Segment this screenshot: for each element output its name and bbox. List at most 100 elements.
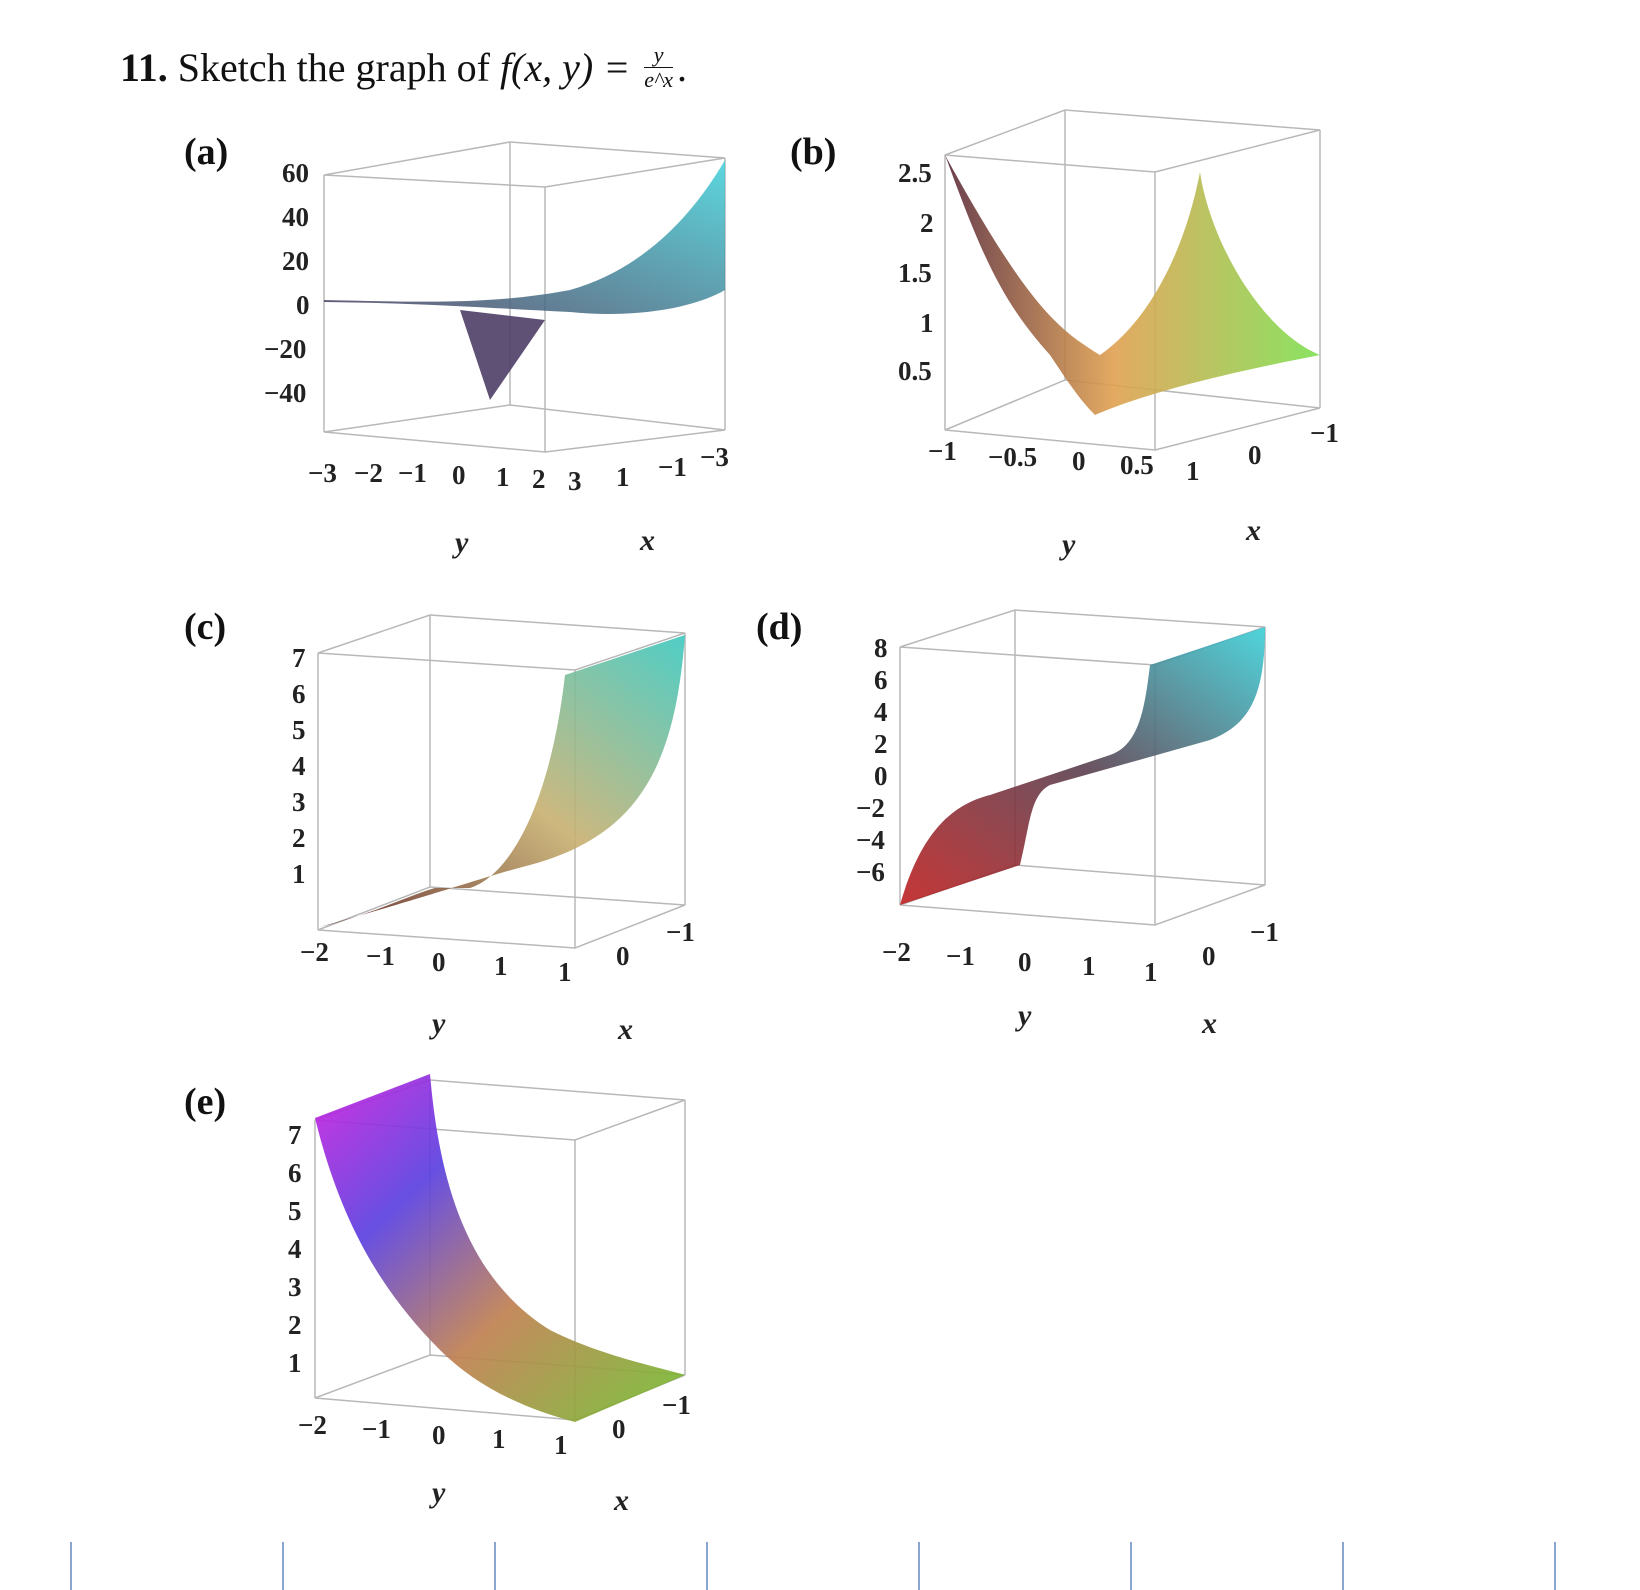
surface-plot-b: 2.5 2 1.5 1 0.5 −1 −0.5 0 0.5 1 0 −1 y x: [898, 109, 1339, 561]
panel-e[interactable]: (e) 7 6 5 4 3 2 1 −2 −1 0: [170, 1074, 770, 1520]
z-tick: −40: [264, 378, 306, 408]
panel-b[interactable]: (b) 2.5 2 1.5 1 0.5 −1 −0.5 0 0.5 1: [790, 109, 1390, 570]
x-tick: 1: [616, 462, 630, 492]
y-tick: 3: [568, 466, 582, 496]
y-tick: 0: [1018, 947, 1032, 977]
y-tick: 0.5: [1120, 450, 1154, 480]
z-tick: 4: [288, 1234, 302, 1264]
fraction: y e^x: [644, 43, 674, 93]
y-tick: 1: [558, 957, 572, 987]
x-tick: 0: [616, 941, 630, 971]
z-tick: −2: [856, 793, 885, 823]
x-axis-label: x: [1201, 1007, 1217, 1040]
x-tick: −1: [666, 917, 695, 947]
surface-b: [945, 155, 1320, 415]
y-tick: 1: [494, 951, 508, 981]
question-period: .: [677, 45, 688, 90]
z-tick: 40: [282, 202, 309, 232]
x-tick: −3: [700, 442, 729, 472]
x-tick: −1: [1250, 917, 1279, 947]
z-axis-ticks: 7 6 5 4 3 2 1: [292, 643, 306, 889]
guide-marker: [918, 1542, 920, 1590]
z-tick: 2: [874, 729, 888, 759]
guide-marker: [494, 1542, 496, 1590]
y-axis-label: y: [1015, 999, 1032, 1032]
x-axis-ticks: 0 −1: [1202, 917, 1279, 971]
question-text: Sketch the graph of: [177, 45, 490, 90]
guide-marker: [282, 1542, 284, 1590]
bounding-box: [323, 141, 726, 453]
surface-plot-a: 60 40 20 0 −20 −40 −3 −2 −1 0 1 2 3 1 −1…: [264, 141, 729, 559]
z-tick: 0.5: [898, 356, 932, 386]
z-tick: 0: [874, 761, 888, 791]
z-tick: 6: [292, 679, 306, 709]
y-axis-ticks: −2 −1 0 1 1: [882, 937, 1158, 987]
x-tick: 0: [1202, 941, 1216, 971]
panel-a[interactable]: (a) 60 40 20 0 −20 −40 −3 −2 −1 0: [170, 130, 770, 570]
y-tick: −1: [366, 941, 395, 971]
y-tick: −2: [354, 458, 383, 488]
z-tick: −6: [856, 857, 885, 887]
z-tick: 6: [288, 1158, 302, 1188]
y-tick: 1: [1186, 456, 1200, 486]
z-tick: −4: [856, 825, 885, 855]
surface-a-dip: [460, 310, 545, 400]
question-heading: 11. Sketch the graph of f(x, y) = y e^x …: [120, 43, 688, 96]
y-tick: 1: [496, 462, 510, 492]
surface-plot-c: 7 6 5 4 3 2 1 −2 −1 0 1 1 0 −1 y x: [292, 614, 695, 1046]
y-axis-ticks: −3 −2 −1 0 1 2 3: [308, 458, 582, 496]
panel-d[interactable]: (d) 8 6 4 2 0 −2 −4 −6 −2 −1: [750, 605, 1350, 1045]
y-tick: −1: [362, 1414, 391, 1444]
y-tick: −1: [946, 941, 975, 971]
y-tick: 1: [1082, 951, 1096, 981]
z-tick: 3: [292, 787, 306, 817]
y-tick: 0: [432, 947, 446, 977]
panel-label: (a): [184, 131, 229, 173]
y-tick: 1: [554, 1430, 568, 1460]
y-axis-ticks: −2 −1 0 1 1: [298, 1410, 568, 1460]
y-tick: −2: [300, 937, 329, 967]
z-tick: 2: [920, 208, 934, 238]
panel-label: (d): [756, 606, 803, 648]
fraction-denominator: e^x: [644, 67, 674, 93]
guide-marker: [1342, 1542, 1344, 1590]
z-tick: 1: [920, 308, 934, 338]
y-axis-label: y: [429, 1007, 446, 1040]
y-axis-ticks: −2 −1 0 1 1: [300, 937, 572, 987]
y-axis-label: y: [429, 1476, 446, 1509]
surface-d: [900, 627, 1265, 905]
z-tick: 4: [874, 697, 888, 727]
z-axis-ticks: 8 6 4 2 0 −2 −4 −6: [856, 633, 888, 887]
z-tick: 1: [292, 859, 306, 889]
z-tick: 2: [288, 1310, 302, 1340]
y-tick: −1: [398, 458, 427, 488]
panel-label: (c): [184, 606, 227, 648]
z-axis-ticks: 60 40 20 0 −20 −40: [264, 158, 310, 408]
fraction-numerator: y: [644, 43, 674, 69]
y-tick: 2: [532, 464, 546, 494]
z-tick: 2.5: [898, 158, 932, 188]
z-tick: 4: [292, 751, 306, 781]
z-tick: 1.5: [898, 258, 932, 288]
y-tick: 0: [1072, 446, 1086, 476]
x-axis-ticks: 0 −1: [1248, 418, 1339, 470]
guide-marker: [706, 1542, 708, 1590]
panel-label: (e): [184, 1081, 227, 1123]
panel-c[interactable]: (c) 7 6 5 4 3 2 1 −2 −1 0 1: [170, 605, 770, 1046]
y-axis-label: y: [1059, 528, 1076, 561]
y-tick: −2: [882, 937, 911, 967]
y-tick: 0: [452, 460, 466, 490]
z-tick: 5: [288, 1196, 302, 1226]
z-tick: 1: [288, 1348, 302, 1378]
z-tick: 8: [874, 633, 888, 663]
z-tick: 20: [282, 246, 309, 276]
x-axis-label: x: [1245, 514, 1261, 547]
z-tick: 0: [296, 290, 310, 320]
z-tick: 7: [288, 1120, 302, 1150]
function-expression: f(x, y) =: [499, 45, 631, 90]
z-tick: 7: [292, 643, 306, 673]
surface-e: [315, 1074, 685, 1422]
x-axis-ticks: 1 −1 −3: [616, 442, 729, 492]
guide-marker: [1554, 1542, 1556, 1590]
y-tick: −1: [928, 436, 957, 466]
